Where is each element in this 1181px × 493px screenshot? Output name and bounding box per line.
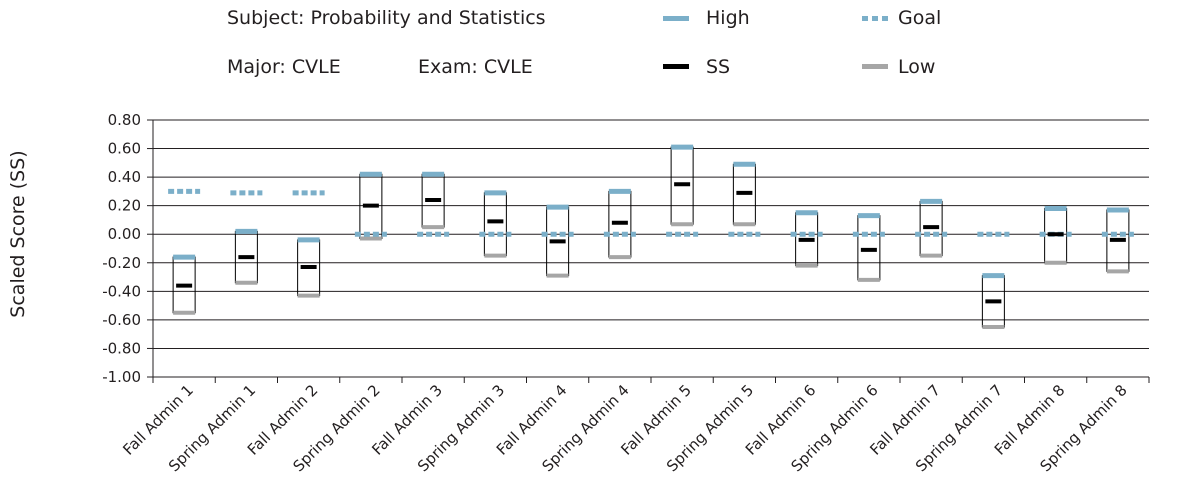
legend-swatch-ss	[663, 64, 689, 69]
y-tick-label: 0.80	[108, 111, 141, 129]
y-tick-label: -0.80	[102, 339, 141, 357]
y-tick-labels: 0.80 0.60 0.40 0.20 0.00 -0.20 -0.40 -0.60 -0.80…	[102, 111, 141, 386]
y-axis-label: Scaled Score (SS)	[7, 150, 29, 317]
legend-label-high: High	[706, 7, 750, 29]
y-tick-label: -0.20	[102, 254, 141, 272]
y-tick-label: -0.60	[102, 311, 141, 329]
legend-swatch-goal	[862, 16, 888, 21]
y-tick-label: 0.00	[108, 225, 141, 243]
y-tick-label: -1.00	[102, 368, 141, 386]
subject-label: Subject: Probability and Statistics	[227, 7, 546, 29]
legend-label-low: Low	[898, 56, 936, 78]
range-box	[857, 215, 881, 281]
legend-swatch-low	[862, 64, 888, 69]
y-tick-label: 0.20	[108, 197, 141, 215]
chart-marks	[168, 144, 1134, 330]
y-tick-label: 0.40	[108, 168, 141, 186]
major-label: Major: CVLE	[227, 56, 341, 78]
range-box	[483, 192, 507, 257]
legend-label-goal: Goal	[898, 7, 942, 29]
y-tick-label: 0.60	[108, 140, 141, 158]
legend-swatch-high	[663, 16, 689, 21]
exam-label: Exam: CVLE	[418, 56, 533, 78]
legend-label-ss: SS	[706, 56, 731, 78]
y-tick-label: -0.40	[102, 282, 141, 300]
